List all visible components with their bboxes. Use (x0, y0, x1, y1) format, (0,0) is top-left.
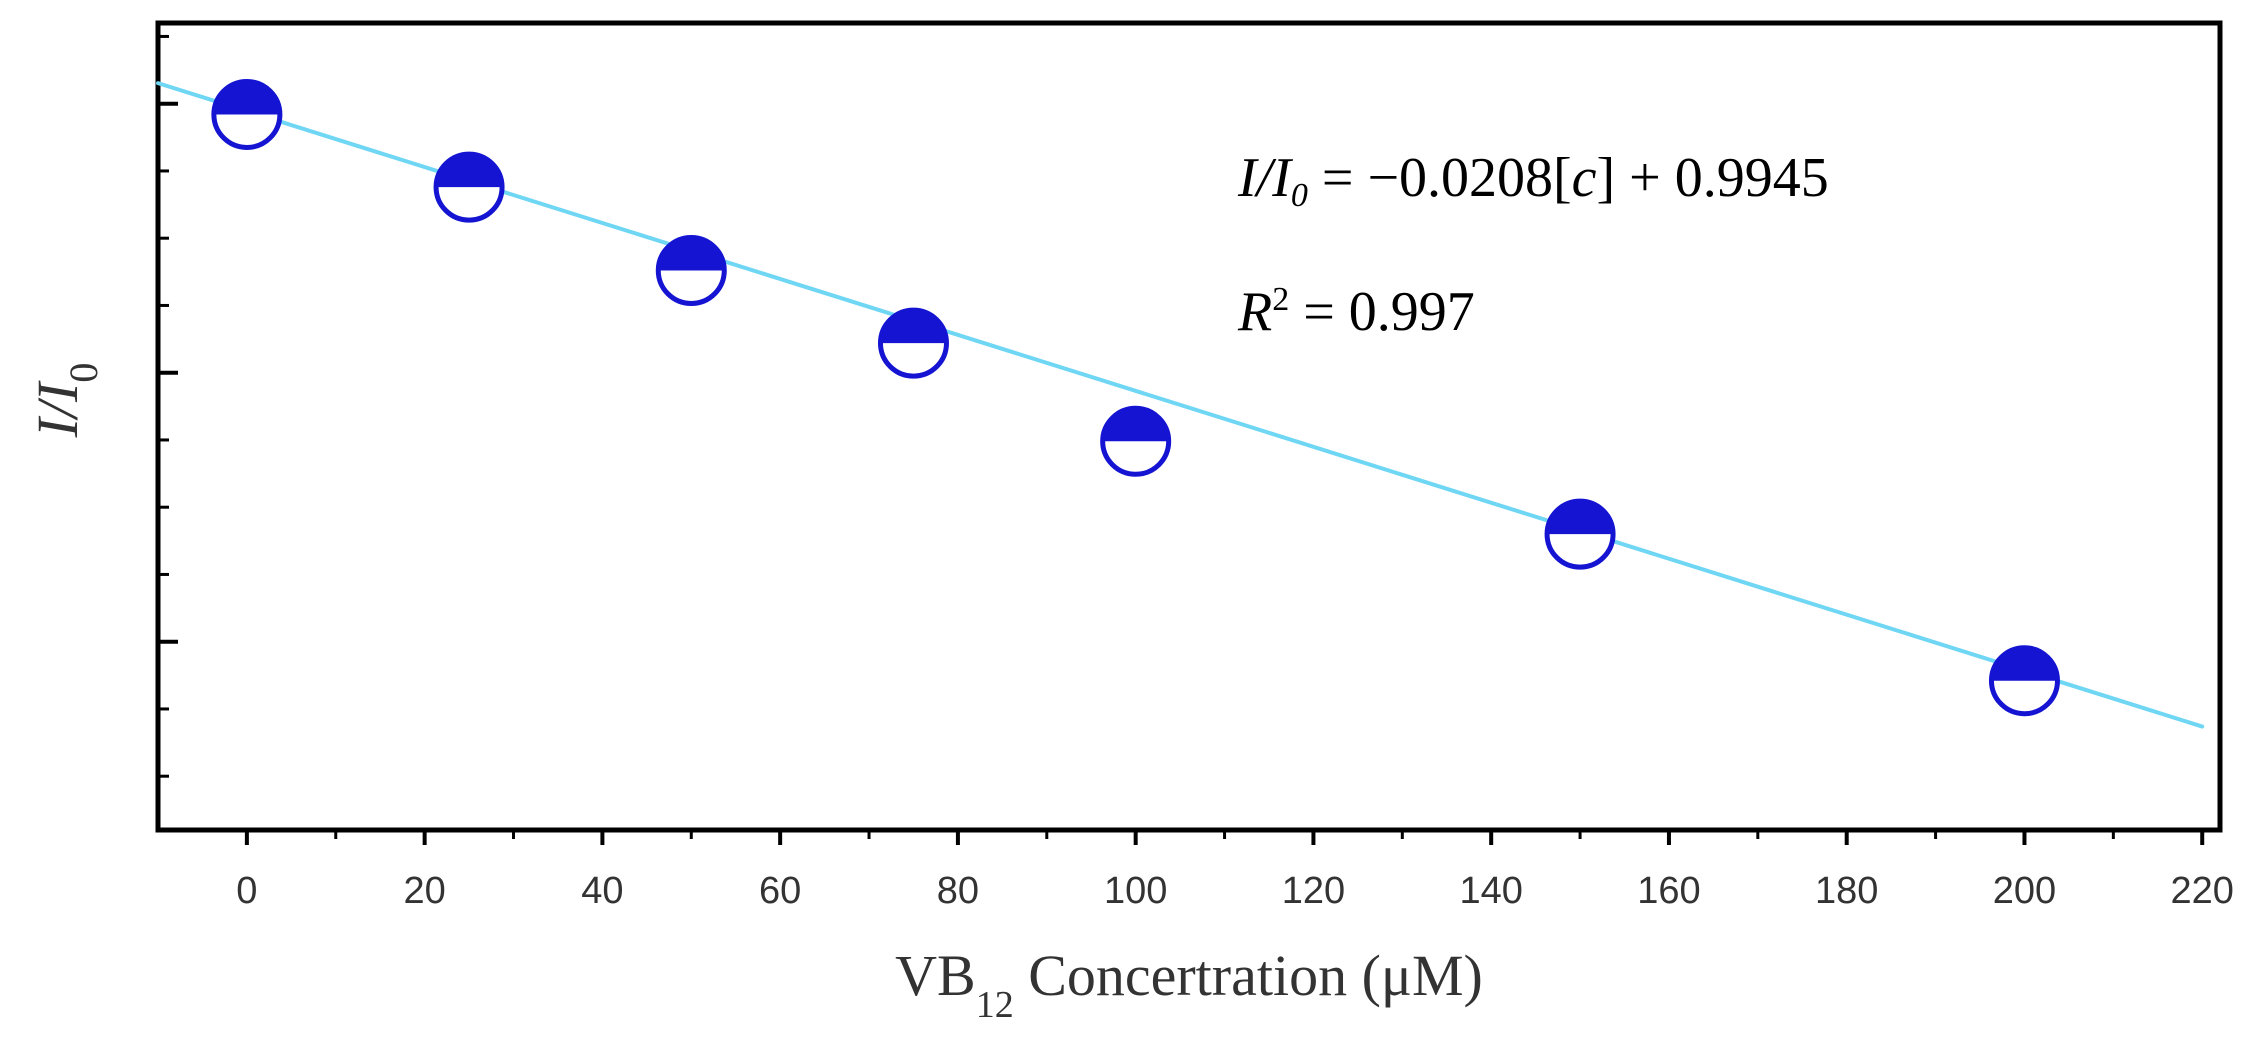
x-tick-label: 220 (2171, 870, 2234, 912)
data-point-fill (213, 81, 280, 115)
data-point (877, 307, 949, 379)
x-axis-ticks (244, 830, 2205, 845)
x-tick-label: 160 (1637, 870, 1700, 912)
data-point-fill (880, 310, 947, 344)
equation-lhs-sub: 0 (1291, 177, 1308, 214)
data-point (1100, 405, 1172, 477)
equation-var-c: c (1572, 147, 1597, 209)
data-point (1544, 498, 1616, 570)
data-point-fill (1547, 501, 1614, 535)
y-axis-title: I/I0 (25, 363, 106, 439)
y-axis-ticks (158, 34, 178, 778)
x-axis-title-main: VB (895, 943, 976, 1008)
x-tick-label: 120 (1282, 870, 1345, 912)
r-squared: R2 = 0.997 (1237, 281, 1475, 343)
data-point-fill (1991, 647, 2058, 681)
data-point (433, 151, 505, 223)
x-tick-label: 140 (1459, 870, 1522, 912)
x-tick-label: 80 (937, 870, 979, 912)
x-axis-title-subscript: 12 (976, 984, 1014, 1026)
y-axis-title-main: I/I (25, 380, 90, 438)
equation-mid: = −0.0208[ (1308, 147, 1572, 209)
x-tick-label: 100 (1104, 870, 1167, 912)
y-axis-title-subscript: 0 (61, 363, 106, 383)
r-squared-var: R (1237, 281, 1272, 343)
x-tick-label: 180 (1815, 870, 1878, 912)
equation-lhs-var: I/I (1237, 147, 1293, 209)
x-axis-title: VB12 Concertration (μM) (895, 943, 1483, 1026)
data-point (655, 234, 727, 306)
data-point-fill (658, 237, 725, 271)
regression-equation: I/I0 = −0.0208[c] + 0.9945 (1237, 147, 1829, 214)
r-squared-tail: = 0.997 (1289, 281, 1475, 343)
plot-frame (155, 20, 2223, 833)
x-tick-label: 20 (403, 870, 445, 912)
x-tick-label: 0 (236, 870, 257, 912)
x-axis-title-rest: Concertration (μM) (1014, 943, 1483, 1008)
x-tick-label: 200 (1993, 870, 2056, 912)
r-squared-sup: 2 (1272, 281, 1289, 318)
data-point-fill (1102, 408, 1169, 442)
data-point (211, 78, 283, 150)
data-point (1988, 645, 2060, 717)
x-tick-label: 40 (581, 870, 623, 912)
data-point-fill (436, 154, 503, 188)
data-points (211, 78, 2060, 717)
x-axis-tick-labels: 0 20 40 60 80 100 120 140 160 180 200 220 (236, 870, 2234, 912)
x-tick-label: 60 (759, 870, 801, 912)
equation-tail: ] + 0.9945 (1597, 147, 1829, 209)
